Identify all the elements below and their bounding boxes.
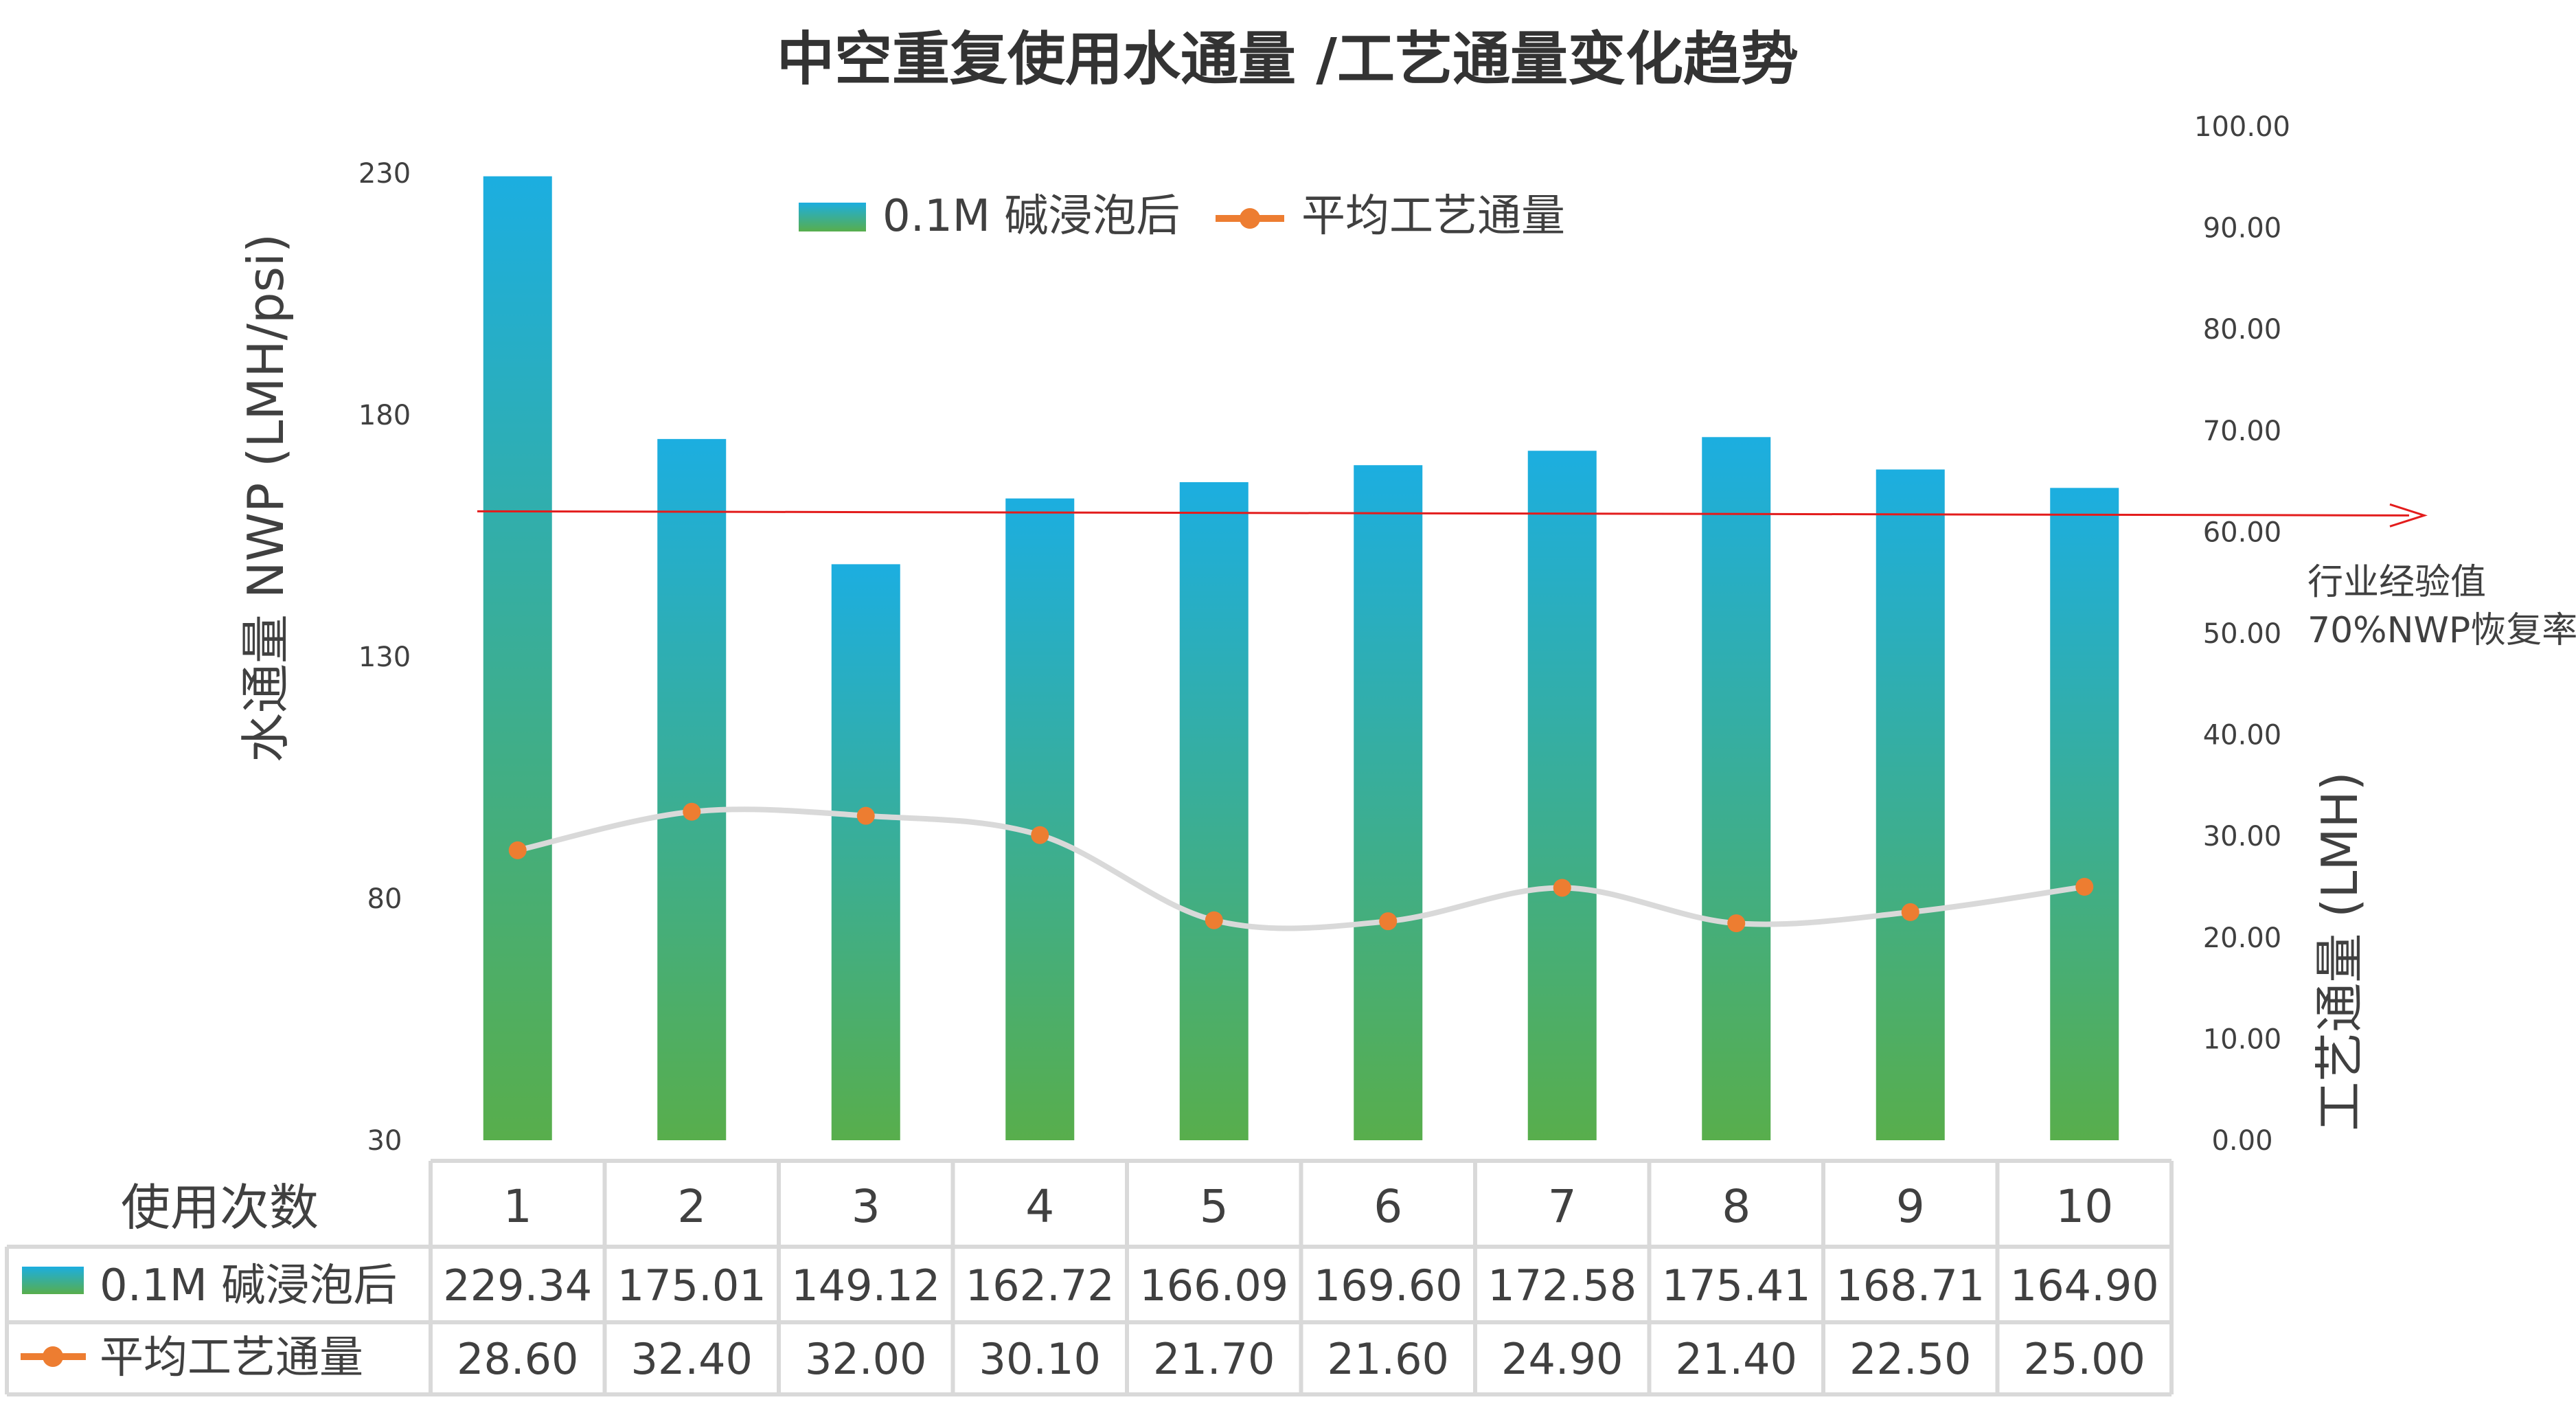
x-tick-label: 7 bbox=[1548, 1180, 1577, 1233]
table-row-line-label: 平均工艺通量 bbox=[100, 1333, 363, 1383]
x-tick-label: 2 bbox=[677, 1180, 706, 1233]
line-point bbox=[683, 802, 701, 821]
chart-title: 中空重复使用水通量 /工艺通量变化趋势 bbox=[777, 25, 1799, 93]
legend-line-label: 平均工艺通量 bbox=[1301, 191, 1565, 242]
table-cell-bar-value: 164.90 bbox=[2010, 1260, 2159, 1311]
table-cell-bar-value: 175.41 bbox=[1662, 1260, 1811, 1311]
legend-line-marker bbox=[1240, 208, 1260, 229]
table-cell-line-value: 32.40 bbox=[631, 1334, 753, 1384]
table-cell-bar-value: 168.71 bbox=[1836, 1260, 1985, 1311]
legend-bar-swatch bbox=[799, 203, 866, 231]
reference-arrow-head bbox=[2389, 503, 2428, 528]
table-cell-line-value: 21.70 bbox=[1153, 1334, 1275, 1384]
y2-tick-label: 90.00 bbox=[2203, 213, 2282, 245]
line-point bbox=[2075, 878, 2094, 896]
x-tick-label: 8 bbox=[1722, 1180, 1751, 1233]
y-axis-ticks: 230 180 130 80 30 bbox=[358, 158, 411, 1157]
bar bbox=[483, 176, 552, 1141]
y-tick-label: 80 bbox=[367, 883, 402, 915]
table-cell-line-value: 28.60 bbox=[457, 1334, 579, 1384]
y2-tick-label: 10.00 bbox=[2203, 1023, 2282, 1055]
table-row-bar-label: 0.1M 碱浸泡后 bbox=[100, 1260, 397, 1311]
bar bbox=[657, 439, 727, 1140]
table-cell-line-value: 22.50 bbox=[1849, 1334, 1972, 1384]
bar bbox=[1354, 465, 1423, 1140]
reference-label-line2: 70%NWP恢复率 bbox=[2307, 610, 2576, 651]
y2-axis-ticks: 100.00 90.00 80.00 70.00 60.00 50.00 40.00 30.0… bbox=[2194, 111, 2290, 1157]
y-tick-label: 30 bbox=[367, 1125, 402, 1157]
y-tick-label: 130 bbox=[358, 642, 411, 673]
y2-tick-label: 60.00 bbox=[2203, 517, 2282, 548]
bar bbox=[1179, 482, 1249, 1140]
table-cell-line-value: 21.40 bbox=[1676, 1334, 1798, 1384]
y2-tick-label: 0.00 bbox=[2211, 1125, 2272, 1157]
x-tick-label: 1 bbox=[503, 1180, 532, 1233]
line-point bbox=[1205, 911, 1223, 929]
table-cell-line-value: 30.10 bbox=[979, 1334, 1102, 1384]
x-tick-label: 10 bbox=[2055, 1180, 2113, 1233]
x-tick-label: 5 bbox=[1200, 1180, 1229, 1233]
line-series bbox=[508, 802, 2094, 933]
table-cell-bar-value: 175.01 bbox=[617, 1260, 766, 1311]
y2-axis-title: 工艺通量 (LMH) bbox=[2311, 771, 2369, 1131]
y2-tick-label: 40.00 bbox=[2203, 720, 2282, 751]
table-cell-bar-value: 169.60 bbox=[1314, 1260, 1463, 1311]
line-point bbox=[508, 841, 527, 859]
table-cell-line-value: 32.00 bbox=[805, 1334, 927, 1384]
table-line-marker bbox=[43, 1346, 63, 1367]
x-tick-label: 6 bbox=[1374, 1180, 1402, 1233]
line-point bbox=[1901, 903, 1919, 921]
bar bbox=[1527, 451, 1597, 1140]
line-point bbox=[856, 806, 875, 825]
bar bbox=[831, 564, 900, 1140]
table-bar-swatch bbox=[22, 1267, 84, 1294]
table-cell-bar-value: 166.09 bbox=[1139, 1260, 1288, 1311]
legend-bar-label: 0.1M 碱浸泡后 bbox=[882, 191, 1180, 242]
table-cell-line-value: 24.90 bbox=[1501, 1334, 1623, 1384]
bar bbox=[1702, 437, 1771, 1140]
y2-tick-label: 50.00 bbox=[2203, 618, 2282, 650]
y2-tick-label: 100.00 bbox=[2194, 111, 2290, 143]
y2-tick-label: 70.00 bbox=[2203, 416, 2282, 447]
legend: 0.1M 碱浸泡后 平均工艺通量 bbox=[799, 191, 1565, 242]
y2-tick-label: 80.00 bbox=[2203, 314, 2282, 346]
y2-tick-label: 30.00 bbox=[2203, 821, 2282, 852]
line-point bbox=[1379, 912, 1398, 931]
x-tick-label: 9 bbox=[1896, 1180, 1925, 1233]
line-point bbox=[1553, 879, 1571, 897]
y2-tick-label: 20.00 bbox=[2203, 923, 2282, 954]
y-tick-label: 230 bbox=[358, 158, 411, 190]
reference-line bbox=[477, 510, 2410, 517]
bar bbox=[1005, 498, 1075, 1140]
reference-label-line1: 行业经验值 bbox=[2307, 562, 2486, 603]
data-table: 1 2 3 4 5 6 7 8 9 10 229.34 175.01 149.12 162.72 166.0… bbox=[5, 1159, 2174, 1396]
table-cell-bar-value: 172.58 bbox=[1488, 1260, 1637, 1311]
table-cell-line-value: 21.60 bbox=[1327, 1334, 1450, 1384]
bar-series bbox=[483, 176, 2119, 1141]
x-tick-label: 3 bbox=[852, 1180, 880, 1233]
table-cell-bar-value: 149.12 bbox=[791, 1260, 940, 1311]
table-cell-bar-value: 162.72 bbox=[966, 1260, 1115, 1311]
line-point bbox=[1031, 826, 1049, 844]
table-cell-line-value: 25.00 bbox=[2024, 1334, 2146, 1384]
line-series-path bbox=[516, 806, 2085, 931]
bar bbox=[1876, 469, 1945, 1140]
line-point bbox=[1727, 914, 1746, 933]
table-cell-bar-value: 229.34 bbox=[443, 1260, 592, 1311]
x-tick-label: 4 bbox=[1025, 1180, 1054, 1233]
bar bbox=[2050, 488, 2119, 1140]
table-header-label: 使用次数 bbox=[121, 1179, 319, 1236]
y-tick-label: 180 bbox=[358, 400, 411, 431]
y-axis-title: 水通量 NWP (LMH/psi) bbox=[237, 234, 295, 762]
reference-line-layer bbox=[477, 503, 2428, 528]
